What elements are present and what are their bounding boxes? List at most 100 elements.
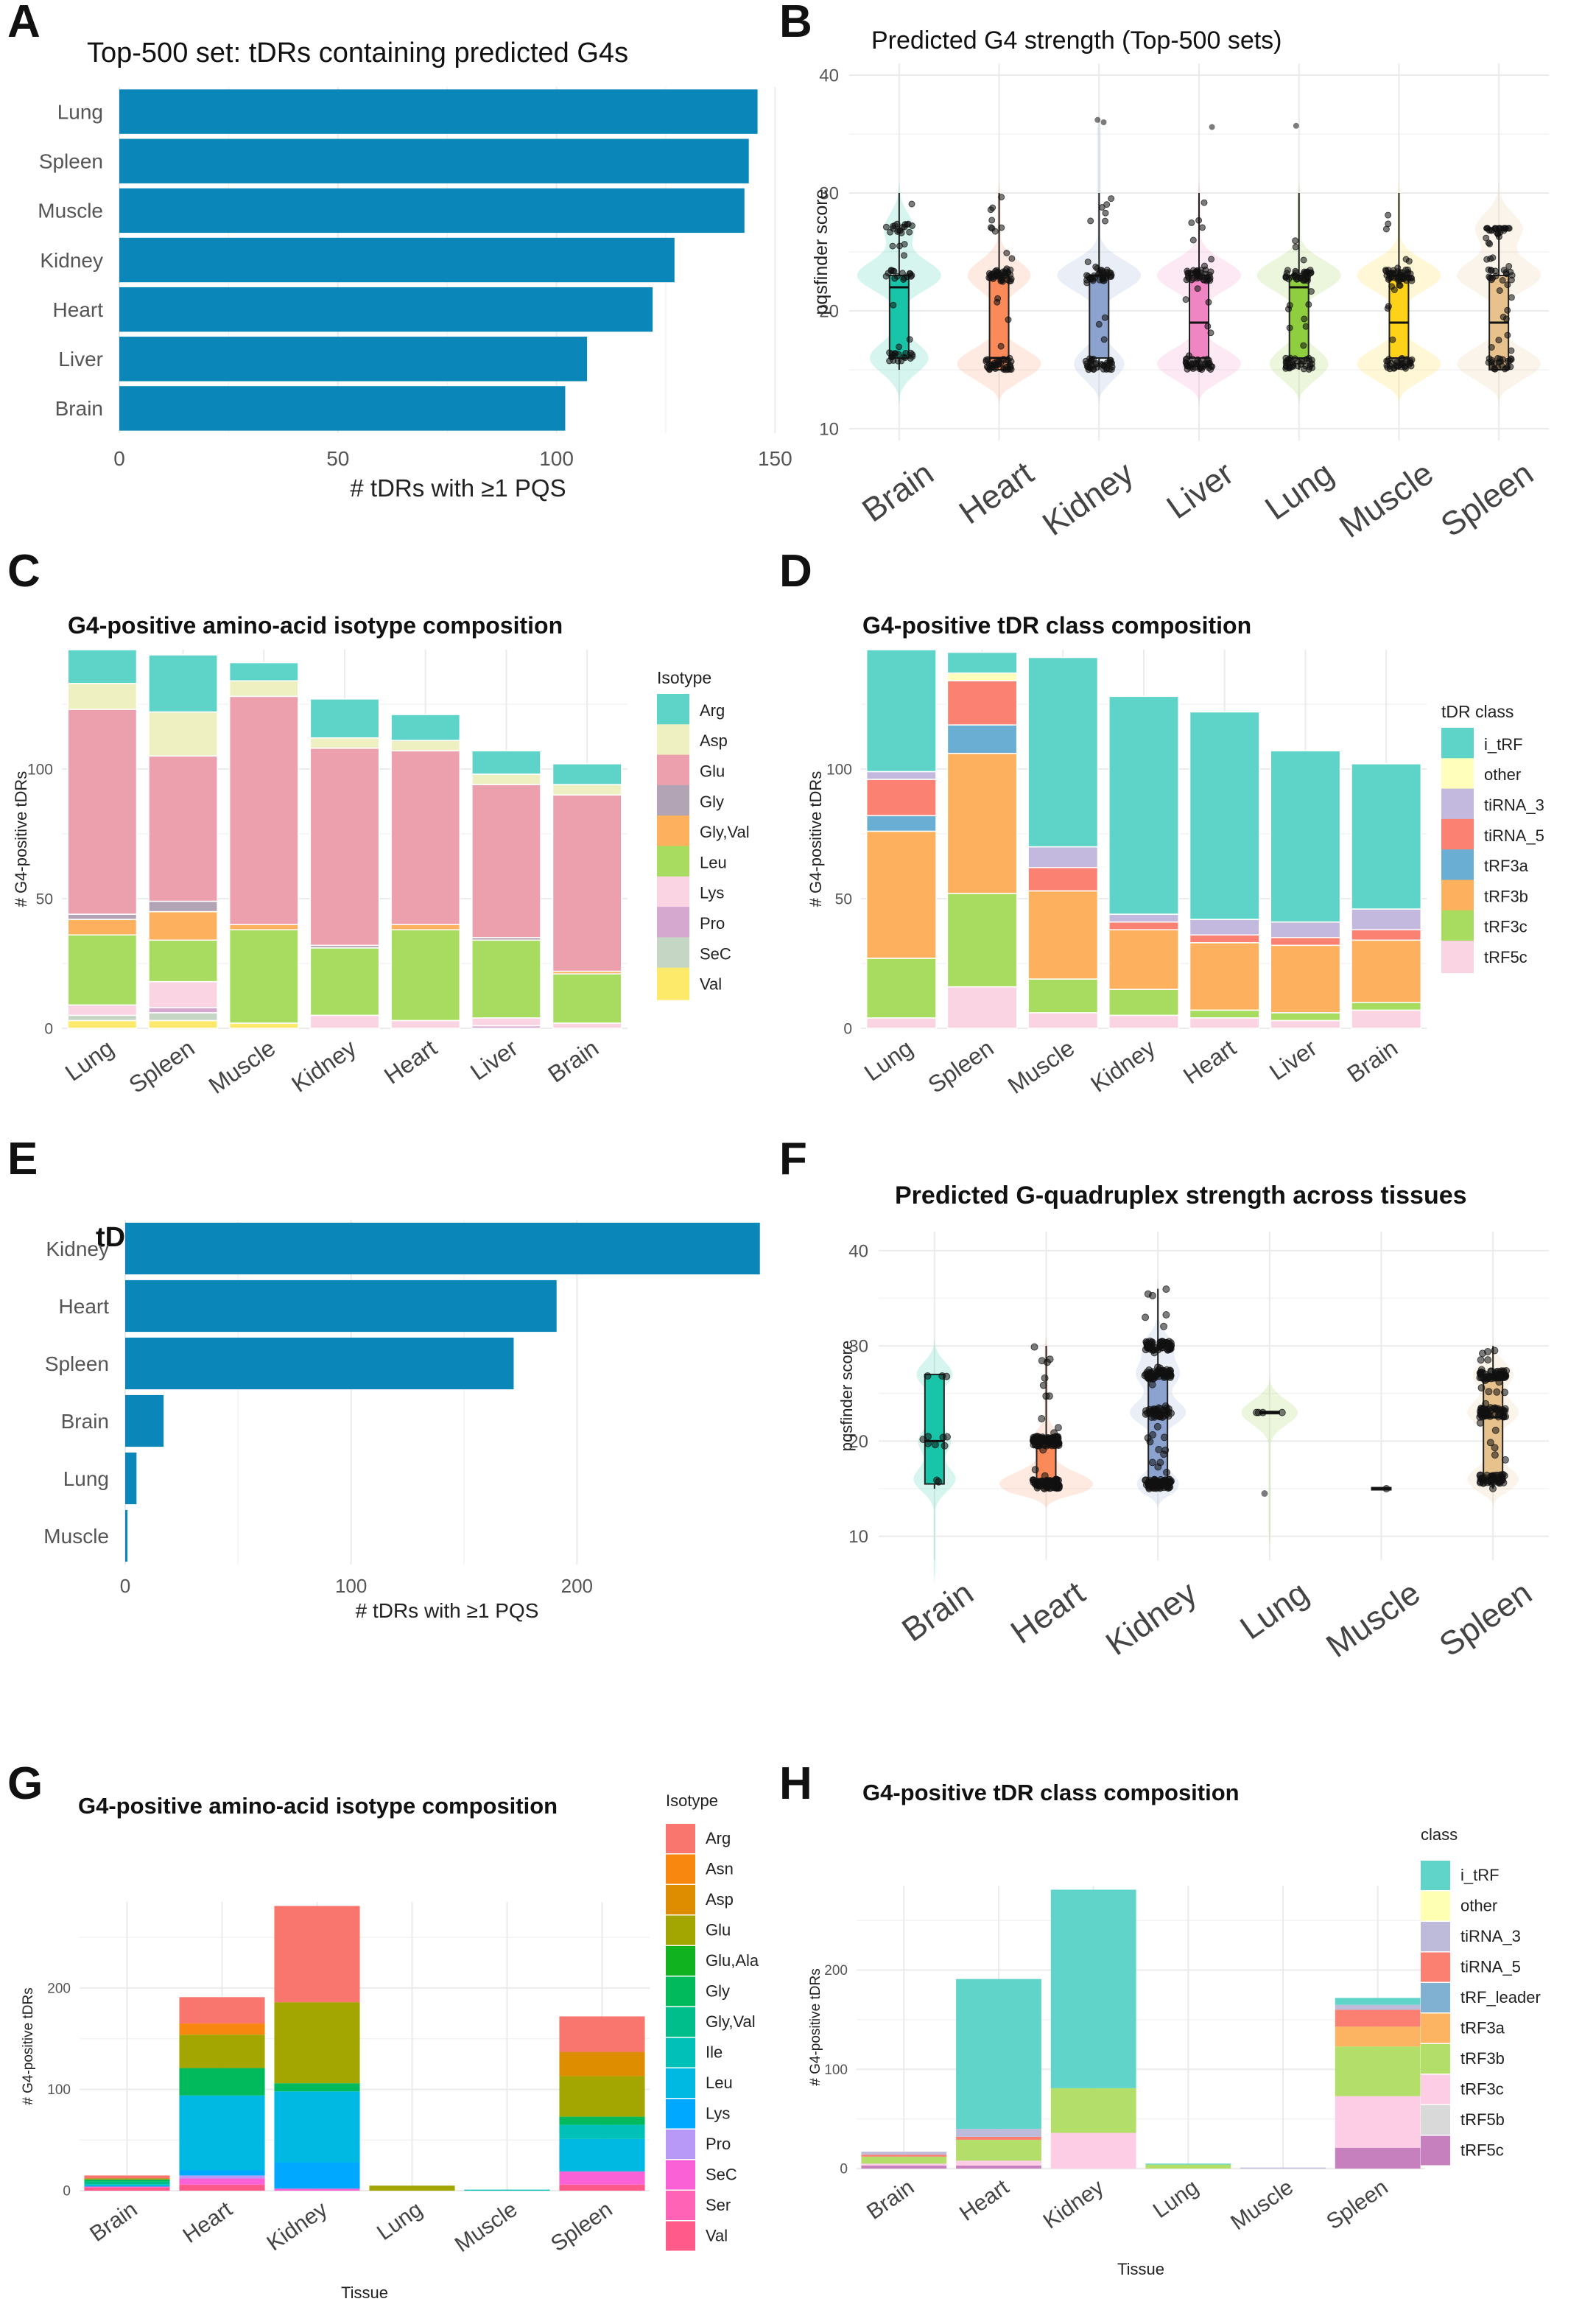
x-category-label: Brain [1342, 1034, 1402, 1087]
legend-label: tRF3a [1484, 857, 1529, 875]
y-tick-label: 10 [819, 419, 839, 439]
x-tick-label: 0 [120, 1575, 130, 1597]
y-tick-label: 100 [826, 761, 852, 778]
data-point [1207, 329, 1214, 337]
outlier-point [1100, 119, 1107, 125]
data-point [1485, 1388, 1493, 1396]
legend-key-other [1441, 758, 1474, 791]
bar-segment-muscle-glu [228, 695, 299, 925]
chart-c-isotype-stacked: G4-positive amino-acid isotype compositi… [12, 612, 750, 1099]
bar-segment-heart-tirna-5 [956, 2136, 1041, 2140]
x-category-label: Heart [1178, 1034, 1241, 1089]
legend-label: Val [706, 2227, 728, 2245]
bar-segment-heart-lys [179, 2170, 265, 2176]
data-point [1149, 1430, 1157, 1439]
data-point [987, 272, 994, 279]
data-point [1202, 266, 1209, 273]
data-point [1307, 288, 1315, 295]
bar-segment-kidney-trf3c [1108, 989, 1179, 1017]
data-point [1035, 1481, 1043, 1489]
data-point [906, 336, 913, 343]
bar-segment-heart-gly-val [390, 924, 461, 930]
x-category-label: Spleen [1434, 454, 1540, 544]
y-tick-label: 50 [835, 891, 852, 908]
y-category-label: Brain [55, 397, 103, 420]
bar-segment-heart-arg [179, 1997, 265, 2024]
data-point [1159, 1368, 1166, 1376]
bar-spleen [125, 1337, 514, 1390]
legend-label: Ile [706, 2043, 723, 2062]
chart-e-g4-bar: tDRs containing predicted G4-quadruplexe… [43, 1220, 760, 1622]
outlier-point [1261, 1490, 1268, 1498]
data-point [1163, 1468, 1170, 1476]
bar-segment-spleen-leu [559, 2138, 645, 2172]
data-point [1008, 255, 1016, 262]
x-category-label: Liver [1265, 1034, 1322, 1085]
data-point [1384, 305, 1391, 312]
data-point [1107, 357, 1114, 364]
bar-segment-brain-lys [552, 1022, 622, 1029]
chart-f-g4-strength-violin: Predicted G-quadruplex strength across t… [837, 1182, 1549, 1665]
bar-segment-brain-asp [552, 784, 622, 796]
bar-segment-spleen-i-trf [1335, 1998, 1421, 2005]
data-point [1003, 250, 1010, 256]
data-point [1477, 1405, 1486, 1413]
data-point [1505, 263, 1513, 270]
data-point [1195, 358, 1202, 365]
legend-key-asp [657, 724, 689, 757]
bar-segment-spleen-sec [148, 1012, 218, 1022]
bar-segment-heart-pro [179, 2175, 265, 2179]
data-point [1189, 236, 1197, 244]
bar-spleen [119, 138, 749, 183]
chart-a-top500-g4-bar: Top-500 set: tDRs containing predicted G… [38, 38, 792, 502]
data-point [1087, 217, 1094, 225]
bar-segment-lung-asp [67, 683, 138, 710]
data-point [1193, 272, 1200, 278]
data-point [1302, 323, 1310, 330]
data-point [998, 224, 1005, 231]
x-category-label: Muscle [1003, 1034, 1080, 1099]
legend-label: tRF3c [1484, 918, 1528, 936]
x-axis-label: Tissue [341, 2283, 388, 2302]
data-point [889, 242, 896, 250]
legend-key-trf3a [1441, 849, 1474, 882]
bar-segment-muscle-val [228, 1022, 299, 1029]
x-category-label: Spleen [546, 2197, 616, 2257]
x-category-label: Lung [1258, 454, 1340, 527]
data-point [901, 241, 908, 248]
bar-segment-kidney-lys [274, 2162, 360, 2189]
bar-lung [119, 89, 758, 134]
data-point [1208, 256, 1215, 263]
panel-label-f: F [779, 1134, 807, 1184]
data-point [1493, 1388, 1501, 1396]
data-point [1006, 278, 1013, 285]
legend-key-gly [666, 1976, 695, 2007]
data-point [1491, 1347, 1499, 1355]
bar-segment-brain-i-trf [1351, 763, 1422, 910]
data-point [1501, 1456, 1509, 1464]
bar-segment-brain-gly [84, 2179, 170, 2182]
data-point [1052, 1480, 1061, 1488]
legend-key-tirna-3 [1421, 1922, 1450, 1951]
x-axis-label: # tDRs with ≥1 PQS [350, 474, 566, 502]
data-point [1488, 357, 1496, 364]
legend-label: Gly [700, 793, 724, 811]
legend-key-sec [657, 937, 689, 970]
data-point [1491, 1444, 1499, 1452]
data-point [899, 270, 906, 277]
bar-segment-spleen-tirna-5 [1335, 2009, 1421, 2027]
chart-title: Top-500 set: tDRs containing predicted G… [87, 38, 628, 69]
data-point [1477, 1368, 1485, 1376]
bar-segment-heart-trf5c [1189, 1017, 1260, 1029]
bar-segment-lung-trf3a [865, 815, 937, 832]
bar-heart [119, 287, 653, 332]
data-point [1103, 201, 1111, 208]
bar-segment-muscle-trf5c [1027, 1012, 1099, 1029]
x-category-label: Spleen [923, 1034, 998, 1098]
data-point [890, 301, 897, 309]
legend-title: Isotype [657, 668, 711, 687]
chart-title: G4-positive tDR class composition [862, 612, 1251, 639]
x-category-label: Muscle [1332, 454, 1440, 545]
data-point [1476, 1413, 1484, 1421]
data-point [1147, 1345, 1155, 1353]
